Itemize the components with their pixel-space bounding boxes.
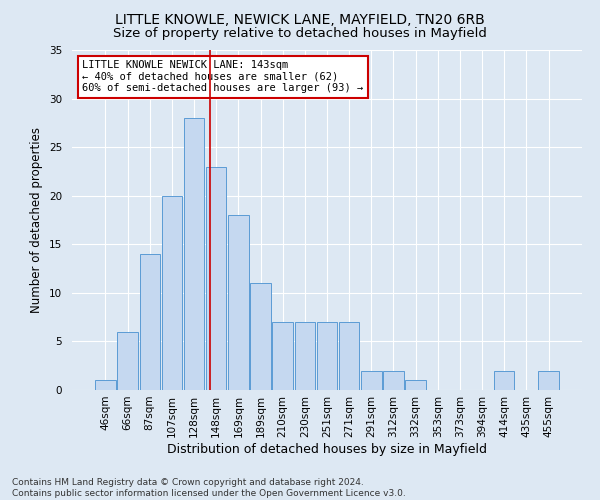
Bar	[339, 322, 359, 390]
Bar	[95, 380, 116, 390]
Y-axis label: Number of detached properties: Number of detached properties	[31, 127, 43, 313]
Bar	[317, 322, 337, 390]
Bar	[494, 370, 514, 390]
Bar	[406, 380, 426, 390]
Text: Size of property relative to detached houses in Mayfield: Size of property relative to detached ho…	[113, 28, 487, 40]
Text: LITTLE KNOWLE NEWICK LANE: 143sqm
← 40% of detached houses are smaller (62)
60% : LITTLE KNOWLE NEWICK LANE: 143sqm ← 40% …	[82, 60, 364, 94]
Bar	[184, 118, 204, 390]
Bar	[295, 322, 315, 390]
Bar	[206, 166, 226, 390]
Text: Contains HM Land Registry data © Crown copyright and database right 2024.
Contai: Contains HM Land Registry data © Crown c…	[12, 478, 406, 498]
Bar	[361, 370, 382, 390]
Bar	[383, 370, 404, 390]
Bar	[228, 215, 248, 390]
Bar	[272, 322, 293, 390]
Bar	[538, 370, 559, 390]
X-axis label: Distribution of detached houses by size in Mayfield: Distribution of detached houses by size …	[167, 442, 487, 456]
Bar	[250, 283, 271, 390]
Bar	[118, 332, 138, 390]
Text: LITTLE KNOWLE, NEWICK LANE, MAYFIELD, TN20 6RB: LITTLE KNOWLE, NEWICK LANE, MAYFIELD, TN…	[115, 12, 485, 26]
Bar	[161, 196, 182, 390]
Bar	[140, 254, 160, 390]
